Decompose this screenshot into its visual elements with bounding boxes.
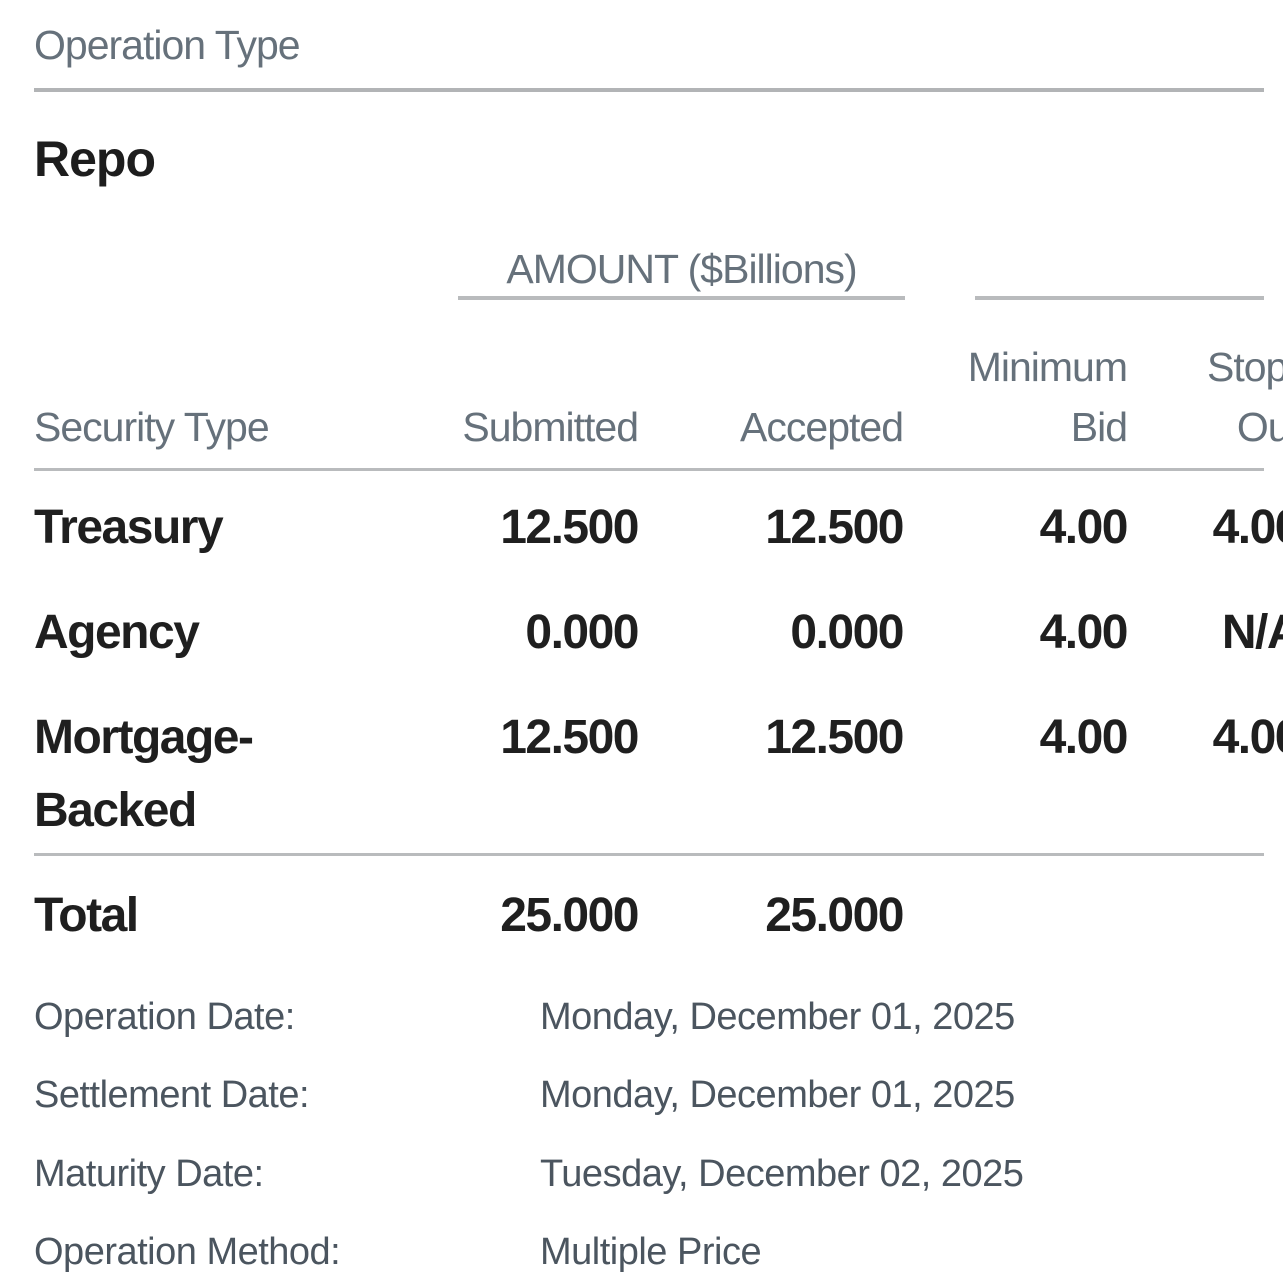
column-header-security-type: Security Type	[34, 404, 270, 450]
row-treasury-label: Treasury	[34, 501, 224, 554]
total-row-submitted: 25.000	[500, 889, 639, 942]
row-agency-submitted: 0.000	[525, 606, 639, 659]
settlement-date-value: Monday, December 01, 2025	[540, 1074, 1015, 1116]
row-treasury-stop-out: 4.00	[1212, 501, 1283, 554]
operation-method-label: Operation Method:	[34, 1231, 341, 1273]
row-mortgage-backed-label-line2: Backed	[34, 784, 197, 837]
total-row-accepted: 25.000	[765, 889, 904, 942]
operation-date-label: Operation Date:	[34, 996, 295, 1038]
total-row-divider	[34, 853, 1264, 856]
maturity-date-label: Maturity Date:	[34, 1153, 264, 1195]
row-treasury-accepted: 12.500	[765, 501, 904, 554]
column-header-submitted: Submitted	[462, 404, 639, 450]
row-agency-minimum-bid: 4.00	[1039, 606, 1129, 659]
total-row-label: Total	[34, 889, 139, 942]
row-agency-stop-out: N/A	[1221, 606, 1283, 659]
operation-type-value: Repo	[34, 131, 156, 187]
row-mortgage-backed-submitted: 12.500	[500, 711, 639, 764]
column-header-stop-out-line2: Out	[1236, 404, 1283, 450]
operation-date-value: Monday, December 01, 2025	[540, 996, 1015, 1038]
row-treasury-minimum-bid: 4.00	[1039, 501, 1129, 554]
row-mortgage-backed-label-line1: Mortgage-	[34, 711, 254, 764]
row-mortgage-backed-stop-out: 4.00	[1212, 711, 1283, 764]
row-agency-accepted: 0.000	[790, 606, 904, 659]
operation-type-label: Operation Type	[34, 22, 301, 68]
column-header-accepted: Accepted	[740, 404, 904, 450]
column-header-minimum-bid-line1: Minimum	[967, 344, 1128, 390]
rate-group-underline	[975, 296, 1264, 300]
operation-method-value: Multiple Price	[540, 1231, 762, 1273]
column-header-stop-out-line1: Stop-	[1207, 344, 1283, 390]
row-agency-label: Agency	[34, 606, 200, 659]
maturity-date-value: Tuesday, December 02, 2025	[540, 1153, 1024, 1195]
settlement-date-label: Settlement Date:	[34, 1074, 310, 1116]
amount-group-header: AMOUNT ($Billions)	[506, 246, 857, 292]
row-mortgage-backed-minimum-bid: 4.00	[1039, 711, 1129, 764]
row-mortgage-backed-accepted: 12.500	[765, 711, 904, 764]
row-treasury-submitted: 12.500	[500, 501, 639, 554]
table-header-divider	[34, 468, 1264, 471]
column-header-minimum-bid-line2: Bid	[1070, 404, 1128, 450]
operation-type-divider	[34, 88, 1264, 92]
amount-group-underline	[458, 296, 905, 300]
